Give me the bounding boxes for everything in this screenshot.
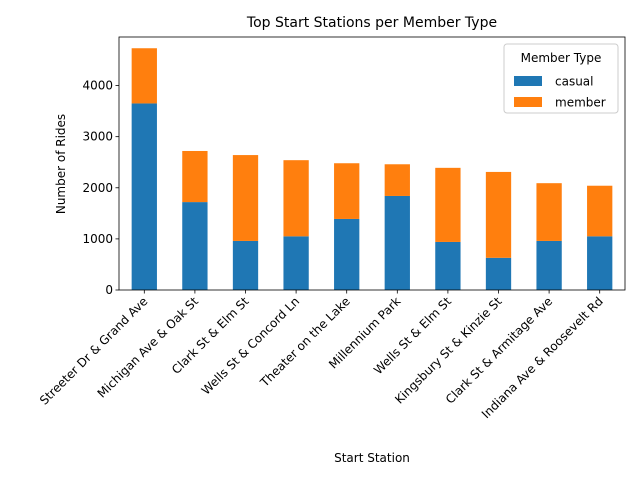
y-tick-label-2: 2000	[82, 181, 113, 195]
legend-frame	[503, 43, 619, 114]
legend-label-member: member	[555, 96, 606, 110]
y-axis: 0 1000 2000 3000 4000	[82, 79, 119, 297]
x-axis-label: Start Station	[334, 451, 410, 465]
bar-member-0	[131, 48, 157, 104]
bar-casual-1	[182, 202, 208, 290]
legend-items: casual member	[514, 75, 606, 110]
legend: Member Type casual member	[503, 43, 619, 114]
bar-casual-6	[435, 241, 461, 290]
bar-member-4	[334, 163, 360, 219]
y-tick-label-4: 4000	[82, 79, 113, 93]
legend-swatch-casual	[514, 76, 542, 86]
bar-member-6	[435, 167, 461, 242]
bar-member-9	[587, 185, 613, 237]
bar-casual-5	[384, 195, 410, 290]
bar-member-1	[182, 150, 208, 203]
bars-group	[131, 48, 613, 290]
bar-member-8	[536, 183, 562, 241]
legend-label-casual: casual	[555, 75, 594, 89]
bar-casual-0	[131, 103, 157, 290]
chart-title: Top Start Stations per Member Type	[246, 15, 497, 31]
bar-member-2	[232, 155, 259, 241]
bar-member-5	[384, 164, 410, 196]
y-tick-label-0: 0	[105, 283, 113, 297]
bar-member-3	[283, 160, 309, 237]
y-tick-label-3: 3000	[82, 130, 113, 144]
bar-member-7	[485, 171, 512, 258]
bar-casual-7	[485, 257, 512, 290]
y-tick-label-1: 1000	[82, 232, 113, 246]
y-axis-label: Number of Rides	[54, 114, 68, 214]
bar-casual-3	[283, 236, 309, 290]
bar-casual-8	[536, 240, 562, 290]
legend-swatch-member	[514, 97, 542, 107]
bar-casual-9	[587, 236, 613, 290]
bar-casual-4	[334, 218, 360, 290]
plot-frame	[118, 36, 626, 291]
legend-title: Member Type	[521, 51, 602, 65]
bar-casual-2	[232, 240, 259, 290]
